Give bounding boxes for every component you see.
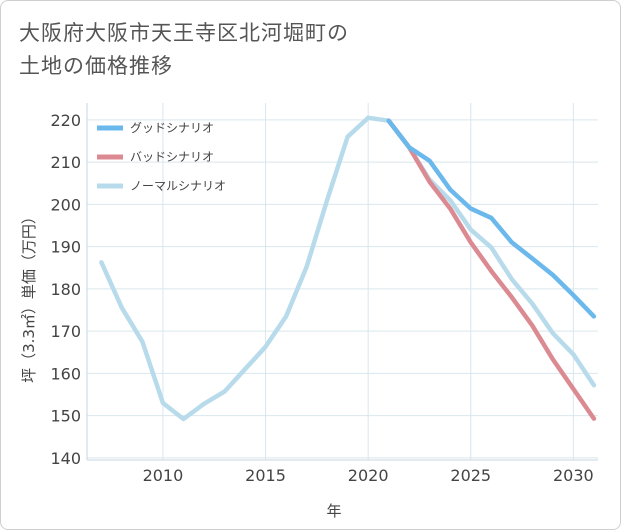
tick-labels: 2010 2015 2020 2025 2030 140 150 160 170 180 190 20…	[50, 111, 593, 485]
x-tick-label-2020: 2020	[348, 466, 389, 485]
y-tick-label-220: 220	[50, 111, 81, 130]
legend-label-0: グッドシナリオ	[130, 121, 214, 135]
y-tick-label-170: 170	[50, 322, 81, 341]
legend-label-1: バッドシナリオ	[130, 150, 214, 164]
y-tick-label-140: 140	[50, 449, 81, 468]
y-tick-label-210: 210	[50, 153, 81, 172]
chart-title-line-2: 土地の価格推移	[19, 54, 173, 78]
y-tick-label-150: 150	[50, 407, 81, 426]
x-tick-label-2015: 2015	[245, 466, 286, 485]
y-tick-label-180: 180	[50, 280, 81, 299]
series-line-2	[99, 115, 597, 422]
y-tick-label-160: 160	[50, 364, 81, 383]
y-tick-label-200: 200	[50, 195, 81, 214]
legend-label-2: ノーマルシナリオ	[130, 179, 226, 193]
series-line-1	[386, 118, 597, 421]
series-lines	[99, 115, 597, 422]
y-tick-label-190: 190	[50, 238, 81, 257]
chart-title-line-1: 大阪府大阪市天王寺区北河堀町の	[19, 21, 349, 45]
chart-title: 大阪府大阪市天王寺区北河堀町の 土地の価格推移	[19, 17, 349, 83]
series-line-0	[386, 118, 597, 319]
x-axis-title: 年	[326, 502, 341, 520]
y-axis-title: 坪（3.3㎡）単価（万円）	[20, 209, 38, 383]
x-tick-label-2025: 2025	[450, 466, 491, 485]
x-tick-label-2030: 2030	[553, 466, 594, 485]
x-tick-label-2010: 2010	[143, 466, 184, 485]
